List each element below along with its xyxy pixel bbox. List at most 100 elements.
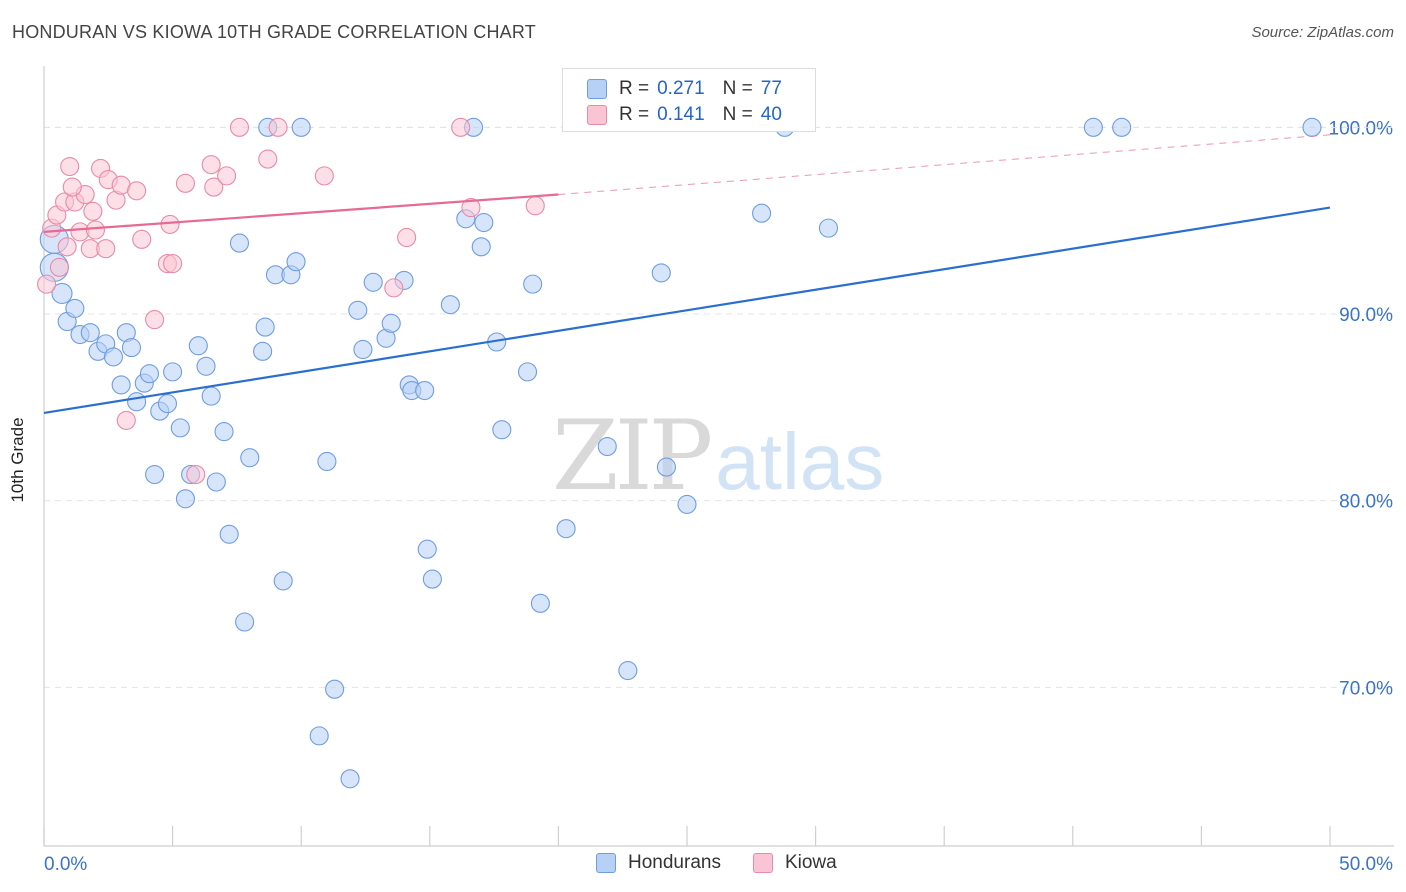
honduran-point [51,282,73,305]
honduran-point [121,338,141,358]
honduran-point [273,571,293,591]
source-credit: Source: ZipAtlas.com [1251,24,1394,41]
y-tick-label: 100.0% [1329,118,1394,139]
honduran-point [175,489,196,509]
kiowa-point [83,201,103,221]
honduran-point [415,380,435,401]
honduran-point [517,362,538,382]
honduran-point [65,298,85,318]
legend-item-hondurans: Hondurans [596,852,721,874]
kiowa-point [62,177,82,197]
honduran-point [219,524,239,544]
legend-label-hondurans: Hondurans [628,852,721,873]
legend-r-value: 0.271 [657,78,705,99]
legend-label-kiowa: Kiowa [784,852,837,873]
honduran-point [422,569,442,589]
honduran-point [235,612,255,632]
kiowa-point [85,220,105,240]
honduran-point [103,347,123,367]
kiowa-point [37,274,57,294]
kiowa-trend-line [43,193,559,233]
kiowa-point [451,117,471,137]
kiowa-point [268,117,288,137]
legend-swatch-hondurans [596,853,616,873]
honduran-point [1112,117,1132,137]
honduran-point [188,336,208,356]
honduran-point [286,252,306,272]
kiowa-point [525,196,545,216]
honduran-point [651,263,671,283]
honduran-point [381,313,401,333]
honduran-point [363,272,383,292]
kiowa-point [175,173,196,193]
kiowa-point [57,237,77,257]
honduran-point [656,457,676,477]
kiowa-point [217,166,237,186]
watermark-atlas: atlas [715,417,885,506]
honduran-point [474,212,494,233]
kiowa-point [229,117,250,137]
honduran-point [80,323,100,343]
honduran-point [1083,117,1103,137]
y-tick-label: 80.0% [1339,492,1393,513]
honduran-point [206,472,226,492]
legend-n-label: N = [722,78,753,99]
watermark: ZIPatlas [552,400,884,512]
kiowa-point [258,149,278,169]
kiowa-point [163,254,183,274]
legend-swatch-hondurans [587,79,607,99]
watermark-zip: ZIP [552,400,713,512]
kiowa-point [204,177,224,197]
legend-r-label: R = [619,78,650,99]
honduran-point [348,300,368,320]
kiowa-point [201,155,221,175]
legend-swatch-kiowa [752,853,773,873]
y-tick-label: 70.0% [1339,678,1393,699]
honduran-point [618,660,638,681]
honduran-point [597,436,617,457]
kiowa-point [132,229,152,249]
honduran-point [340,769,360,789]
honduran-point [471,237,491,257]
honduran-point [752,203,772,223]
honduran-point [530,593,550,613]
honduran-point [818,218,839,238]
kiowa-point [397,227,417,248]
kiowa-point [96,239,116,259]
legend-r-value: 0.141 [657,104,705,125]
legend-row-kiowa: R = 0.141 N = 40 [587,103,782,127]
honduran-point [157,394,178,414]
honduran-point [1302,117,1322,137]
legend-r-label: R = [619,104,650,125]
honduran-point [139,364,160,384]
honduran-point [440,295,460,315]
kiowa-point [145,310,165,330]
honduran-point [255,317,275,337]
legend-n-value: 40 [760,104,782,125]
honduran-trend-line [43,206,1331,415]
honduran-point [163,362,183,382]
kiowa-point [60,156,80,177]
honduran-point [325,679,345,699]
x-tick-label: 0.0% [44,854,87,875]
honduran-point [253,341,273,361]
correlation-legend: R = 0.271 N = 77 R = 0.141 N = 40 [562,68,816,132]
legend-row-hondurans: R = 0.271 N = 77 [587,77,782,101]
kiowa-point [116,410,136,430]
honduran-point [240,448,260,468]
kiowa-point [160,214,180,234]
honduran-point [353,339,373,360]
honduran-point [309,726,329,746]
kiowa-point [49,257,69,277]
honduran-point [127,392,147,412]
honduran-point [201,386,221,406]
honduran-point [317,451,337,472]
series-legend: Hondurans Kiowa [596,852,869,874]
honduran-point [677,494,697,514]
honduran-point [145,464,165,485]
legend-item-kiowa: Kiowa [752,852,837,874]
chart-title: HONDURAN VS KIOWA 10TH GRADE CORRELATION… [12,22,536,42]
honduran-point [214,422,234,442]
x-tick-label: 50.0% [1339,854,1393,875]
legend-n-label: N = [722,104,753,125]
